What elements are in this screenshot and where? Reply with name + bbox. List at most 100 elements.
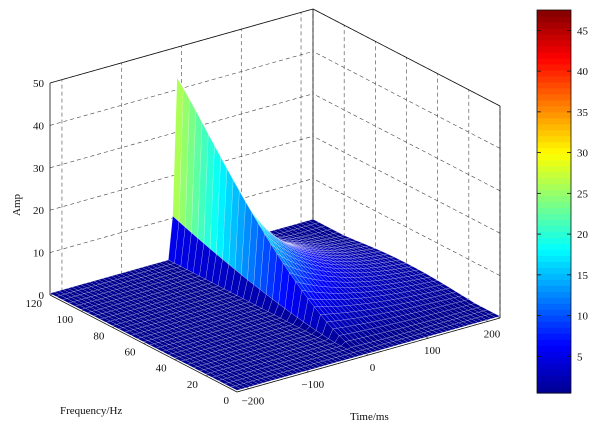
colorbar-segment: [537, 297, 571, 304]
colorbar-segment: [537, 309, 571, 316]
colorbar-segment: [537, 273, 571, 280]
colorbar-segment: [537, 249, 571, 256]
colorbar-tick-label: 10: [577, 311, 589, 323]
grid-line: [312, 51, 501, 149]
y-tick-label: 120: [26, 298, 43, 310]
colorbar-segment: [537, 363, 571, 370]
x-tick-label: 0: [370, 362, 376, 374]
colorbar-segment: [537, 279, 571, 286]
colorbar-segment: [537, 267, 571, 274]
z-tick-label: 30: [33, 163, 45, 175]
colorbar-segment: [537, 165, 571, 173]
colorbar-tick-label: 45: [577, 25, 589, 37]
colorbar-segment: [537, 111, 571, 119]
colorbar-segment: [537, 327, 571, 334]
colorbar-tick-label: 25: [577, 188, 589, 200]
colorbar-tick-label: 30: [577, 148, 589, 160]
colorbar-segment: [537, 195, 571, 203]
axis-box-edge: [49, 294, 238, 393]
colorbar-segment: [537, 153, 571, 161]
z-tick-label: 20: [33, 205, 45, 217]
surface-layer: [49, 77, 501, 391]
colorbar-segment: [537, 75, 571, 83]
colorbar-segment: [537, 237, 571, 244]
colorbar-segment: [537, 345, 571, 352]
x-tick-label: 100: [424, 345, 441, 357]
colorbar-segment: [537, 213, 571, 221]
colorbar-segment: [537, 99, 571, 107]
colorbar-tick-label: 5: [577, 351, 583, 363]
colorbar-segment: [537, 333, 571, 340]
colorbar-segment: [537, 159, 571, 167]
colorbar-segment: [537, 225, 571, 233]
axis-layer: 0 10 20 30 40 50 0 20 40 60 80 100 120 −200 −100 0 100 20…: [11, 78, 501, 423]
colorbar-segment: [537, 93, 571, 101]
y-tick-label: 0: [224, 395, 230, 407]
y-tick-label: 100: [57, 314, 74, 326]
y-tick-label: 20: [187, 379, 199, 391]
z-tick-label: 0: [39, 290, 45, 302]
colorbar-segment: [537, 321, 571, 328]
colorbar-segment: [537, 81, 571, 89]
z-tick-label: 40: [33, 120, 45, 132]
colorbar-segment: [537, 285, 571, 292]
colorbar: 5 10 15 20 25 30 35 40 45: [536, 9, 589, 394]
colorbar-segment: [537, 369, 571, 376]
y-tick-label: 60: [125, 347, 137, 359]
colorbar-segment: [537, 87, 571, 95]
colorbar-segment: [537, 351, 571, 358]
colorbar-segment: [537, 315, 571, 322]
y-axis-title: Frequency/Hz: [60, 405, 122, 417]
colorbar-segment: [537, 123, 571, 131]
colorbar-segment: [537, 147, 571, 155]
colorbar-segment: [537, 141, 571, 149]
colorbar-segment: [537, 357, 571, 364]
surface-patch: [230, 385, 242, 391]
colorbar-tick-label: 40: [577, 66, 589, 78]
colorbar-segment: [537, 381, 571, 388]
colorbar-frame: [536, 9, 572, 394]
colorbar-segment: [537, 375, 571, 382]
colorbar-segment: [537, 45, 571, 53]
z-tick-label: 10: [33, 248, 45, 260]
x-tick-label: 200: [484, 328, 501, 340]
colorbar-tick-label: 35: [577, 107, 589, 119]
colorbar-tick-label: 20: [577, 229, 589, 241]
colorbar-segment: [537, 231, 571, 239]
colorbar-segment: [537, 201, 571, 209]
colorbar-segment: [537, 303, 571, 310]
colorbar-segment: [537, 219, 571, 227]
colorbar-segment: [537, 291, 571, 298]
colorbar-segment: [537, 339, 571, 346]
x-axis-title: Time/ms: [350, 411, 389, 423]
z-axis-title: Amp: [11, 194, 23, 217]
colorbar-segment: [537, 183, 571, 191]
colorbar-segment: [537, 21, 571, 29]
colorbar-segment: [537, 171, 571, 179]
colorbar-segment: [537, 10, 571, 17]
colorbar-segment: [537, 27, 571, 35]
colorbar-segment: [537, 189, 571, 197]
grid-line: [312, 178, 501, 276]
colorbar-segment: [537, 69, 571, 77]
x-tick-label: −200: [242, 396, 265, 408]
grid-line: [312, 135, 501, 234]
axis-box-edge: [236, 317, 501, 393]
z-tick-label: 50: [33, 78, 45, 90]
colorbar-segment: [537, 33, 571, 41]
colorbar-segment: [537, 261, 571, 268]
colorbar-segment: [537, 243, 571, 250]
grid-line: [312, 93, 501, 192]
colorbar-segment: [537, 39, 571, 47]
colorbar-segment: [537, 63, 571, 71]
x-tick-label: −100: [301, 379, 324, 391]
colorbar-segment: [537, 177, 571, 185]
colorbar-segment: [537, 135, 571, 143]
colorbar-segment: [537, 207, 571, 215]
colorbar-segment: [537, 117, 571, 125]
colorbar-tick-label: 15: [577, 270, 589, 282]
colorbar-segment: [537, 15, 571, 23]
colorbar-segment: [537, 57, 571, 65]
colorbar-segment: [537, 387, 571, 394]
